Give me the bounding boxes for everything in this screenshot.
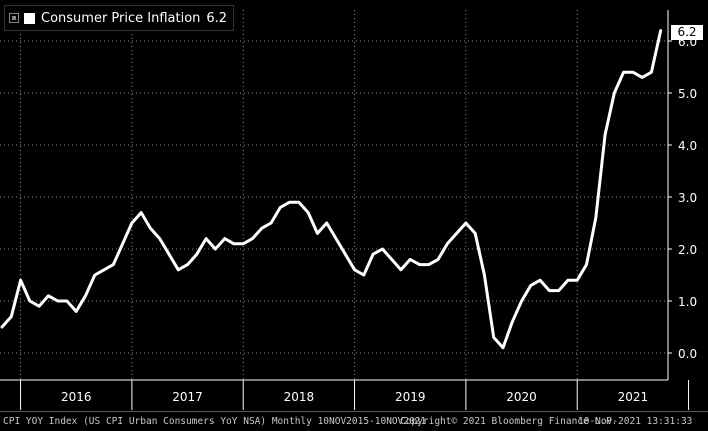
data-point [585, 263, 588, 266]
data-point [28, 299, 32, 303]
data-point [75, 310, 78, 313]
data-point [603, 133, 607, 136]
data-point [613, 91, 616, 95]
data-point [371, 253, 375, 256]
data-point [631, 71, 635, 74]
data-point [195, 253, 199, 256]
data-point [334, 237, 338, 240]
data-point [473, 232, 477, 235]
series-line-cpi [0, 29, 663, 350]
data-point [10, 315, 13, 318]
data-point [548, 289, 551, 292]
data-point [112, 263, 115, 266]
data-point [251, 237, 254, 240]
data-point [492, 336, 495, 339]
data-point [576, 279, 579, 282]
data-point [0, 325, 4, 329]
data-point [362, 273, 366, 277]
data-point [297, 201, 301, 204]
footer-timestamp: 10-Nov-2021 13:31:33 [578, 416, 693, 427]
y-tick-label: 0.0 [678, 347, 697, 361]
x-tick-label: 2019 [395, 390, 426, 404]
data-point [167, 253, 171, 256]
x-tick-label: 2020 [506, 390, 537, 404]
data-point [177, 268, 180, 271]
data-point [399, 268, 403, 271]
data-point [204, 237, 208, 240]
legend-swatch [24, 12, 35, 24]
data-point [65, 299, 69, 303]
data-point [464, 221, 468, 225]
data-point [650, 71, 653, 74]
data-point [325, 221, 328, 225]
data-point [56, 299, 59, 303]
legend[interactable]: Consumer Price Inflation 6.2 [4, 5, 235, 31]
data-point [511, 320, 514, 323]
data-point [47, 294, 50, 297]
data-point [427, 263, 430, 266]
y-tick-label: 3.0 [678, 191, 697, 205]
data-point [557, 289, 560, 292]
y-tick-label: 1.0 [678, 295, 697, 309]
data-point [130, 221, 134, 225]
data-point [121, 242, 124, 245]
x-tick-label: 2021 [618, 390, 649, 404]
footer: CPI YOY Index (US CPI Urban Consumers Yo… [0, 411, 708, 431]
footer-series-description: CPI YOY Index (US CPI Urban Consumers Yo… [3, 416, 427, 427]
data-point [566, 279, 570, 282]
data-point [409, 258, 412, 261]
data-point [501, 346, 505, 349]
data-point [520, 299, 523, 303]
legend-value: 6.2 [206, 10, 228, 26]
data-point [139, 211, 143, 214]
data-point [446, 242, 449, 245]
legend-label: Consumer Price Inflation [41, 10, 201, 26]
data-point [232, 242, 236, 245]
data-point [483, 273, 486, 277]
data-point [538, 279, 542, 282]
data-point [529, 284, 533, 287]
data-point [344, 253, 347, 256]
last-value-tag: 6.2 [671, 25, 703, 40]
y-tick-label: 5.0 [678, 87, 697, 101]
data-point [306, 211, 310, 214]
data-point [288, 201, 291, 204]
data-point [149, 227, 152, 230]
data-point [214, 247, 217, 251]
data-point [158, 237, 161, 240]
y-tick-label: 2.0 [678, 243, 697, 257]
data-point [381, 247, 384, 251]
x-tick-label: 2016 [61, 390, 92, 404]
data-point [279, 206, 282, 209]
data-point [260, 227, 263, 230]
data-point [316, 232, 319, 235]
data-point [84, 294, 87, 297]
data-point [242, 242, 245, 245]
data-point [186, 263, 189, 266]
data-point [223, 237, 226, 240]
data-point [455, 232, 458, 235]
x-tick-label: 2018 [284, 390, 315, 404]
footer-copyright: Copyright© 2021 Bloomberg Finance L.P. [400, 416, 618, 427]
data-point [659, 29, 662, 32]
data-point [269, 221, 273, 225]
legend-toggle-icon[interactable] [9, 13, 19, 23]
x-tick-label: 2017 [172, 390, 203, 404]
data-point [622, 71, 625, 74]
data-point [418, 263, 421, 266]
y-tick-label: 4.0 [678, 139, 697, 153]
data-point [390, 258, 393, 261]
data-point [640, 76, 644, 79]
data-point [19, 279, 22, 282]
data-point [37, 305, 41, 308]
data-point [594, 216, 597, 219]
data-point [436, 258, 440, 261]
data-point [353, 268, 356, 271]
data-point [93, 273, 96, 277]
data-point [102, 268, 106, 271]
